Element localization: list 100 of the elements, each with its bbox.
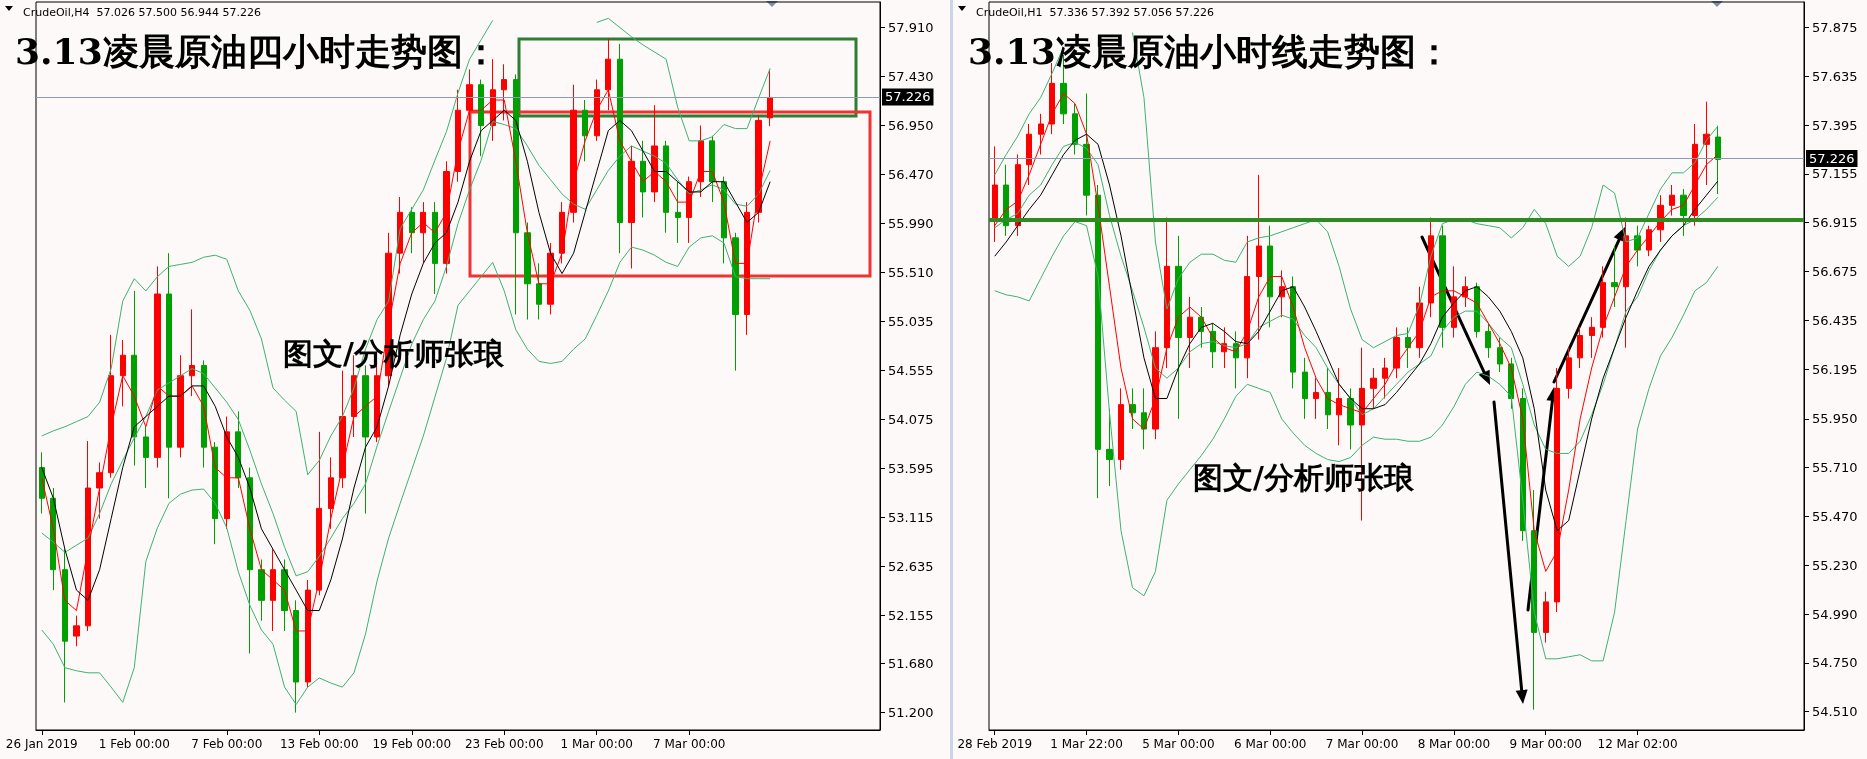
candlestick bbox=[640, 140, 646, 218]
y-tick-label: 56.915 bbox=[1812, 215, 1858, 231]
line-series bbox=[994, 221, 1719, 662]
ref-line-label: 57.226 bbox=[1809, 151, 1855, 167]
candlestick bbox=[709, 135, 715, 203]
candlestick bbox=[1072, 103, 1078, 156]
candlestick bbox=[478, 79, 484, 157]
candlestick bbox=[1325, 367, 1331, 430]
x-tick-label: 7 Mar 00:00 bbox=[652, 737, 726, 751]
y-tick-label: 53.595 bbox=[888, 460, 934, 476]
candlestick bbox=[675, 181, 681, 244]
candlestick bbox=[1038, 113, 1044, 156]
candlestick bbox=[663, 140, 669, 234]
x-tick-label: 9 Mar 00:00 bbox=[1509, 737, 1582, 751]
candlestick bbox=[73, 615, 80, 647]
y-tick-label: 57.430 bbox=[888, 69, 934, 85]
candlestick bbox=[1026, 123, 1032, 186]
x-tick-label: 23 Feb 00:00 bbox=[464, 737, 544, 751]
candlestick bbox=[1083, 93, 1090, 217]
candlestick bbox=[443, 160, 450, 275]
candlestick bbox=[582, 99, 588, 162]
candlestick bbox=[154, 265, 161, 469]
candlestick bbox=[1313, 377, 1319, 420]
candlestick bbox=[1302, 357, 1308, 420]
text: 3.13凌晨原油小时线走势图： bbox=[968, 30, 1452, 72]
y-tick-label: 55.990 bbox=[888, 216, 934, 232]
candlestick bbox=[189, 308, 195, 397]
candlestick bbox=[420, 201, 426, 264]
candlestick bbox=[1416, 286, 1423, 359]
y-tick-label: 57.635 bbox=[1812, 68, 1858, 84]
candlestick bbox=[293, 599, 299, 714]
x-tick-label: 5 Mar 00:00 bbox=[1142, 737, 1215, 751]
candlestick bbox=[1221, 326, 1227, 369]
y-tick-label: 55.035 bbox=[888, 313, 934, 329]
candlestick bbox=[108, 334, 114, 479]
y-tick-label: 54.555 bbox=[888, 362, 934, 378]
candlestick bbox=[1646, 225, 1652, 257]
y-tick-label: 57.155 bbox=[1812, 166, 1858, 182]
y-tick-label: 54.990 bbox=[1812, 606, 1858, 622]
chart-subtitle: CrudeOil,H4 57.026 57.500 56.944 57.226 bbox=[23, 6, 261, 19]
candlestick bbox=[617, 43, 623, 254]
candlestick bbox=[698, 125, 704, 198]
y-tick-label: 52.155 bbox=[888, 607, 934, 623]
x-tick-label: 8 Mar 00:00 bbox=[1417, 737, 1491, 751]
candlestick bbox=[651, 104, 658, 203]
candlestick bbox=[1703, 101, 1710, 186]
y-tick-label: 56.435 bbox=[1812, 312, 1858, 328]
x-tick-label: 28 Feb 2019 bbox=[957, 737, 1033, 751]
candlestick bbox=[1405, 326, 1411, 369]
candlestick bbox=[131, 290, 137, 467]
line-series bbox=[994, 133, 1719, 532]
x-tick-label: 12 Mar 02:00 bbox=[1597, 737, 1678, 751]
ref-line-label: 57.226 bbox=[885, 89, 931, 105]
y-tick-label: 57.910 bbox=[888, 20, 934, 36]
candlestick bbox=[1543, 591, 1549, 644]
candlestick bbox=[1095, 184, 1101, 499]
candlestick bbox=[258, 558, 265, 622]
y-tick-label: 52.635 bbox=[888, 558, 934, 574]
candlestick bbox=[755, 114, 762, 224]
y-tick-label: 53.115 bbox=[888, 509, 934, 525]
candlestick bbox=[1485, 322, 1491, 359]
y-tick-label: 56.950 bbox=[888, 118, 934, 134]
line-series bbox=[41, 235, 771, 705]
candlestick bbox=[96, 461, 103, 520]
candlestick bbox=[732, 232, 739, 372]
candlestick bbox=[120, 339, 126, 407]
candlestick bbox=[212, 441, 218, 545]
y-tick-label: 54.750 bbox=[1812, 655, 1858, 671]
candlestick bbox=[628, 145, 635, 269]
candlestick bbox=[1393, 326, 1400, 379]
candlestick bbox=[62, 548, 68, 703]
y-tick-label: 56.195 bbox=[1812, 361, 1858, 377]
candlestick bbox=[1244, 235, 1250, 379]
candlestick bbox=[1692, 123, 1698, 227]
candlestick bbox=[1129, 387, 1136, 430]
y-tick-label: 54.510 bbox=[1812, 704, 1858, 720]
y-tick-label: 56.675 bbox=[1812, 263, 1858, 279]
text: 3.13凌晨原油四小时走势图： bbox=[15, 30, 499, 72]
candlestick bbox=[1152, 330, 1159, 440]
candlestick bbox=[1589, 316, 1595, 359]
candlestick bbox=[1497, 337, 1503, 373]
candlestick bbox=[1611, 245, 1618, 308]
candlestick bbox=[409, 206, 415, 254]
y-tick-label: 57.875 bbox=[1812, 19, 1858, 35]
candlestick bbox=[1267, 225, 1273, 328]
x-tick-label: 1 Mar 22:00 bbox=[1050, 737, 1123, 751]
y-tick-label: 51.680 bbox=[888, 656, 934, 672]
x-tick-label: 1 Feb 00:00 bbox=[98, 737, 170, 751]
x-tick-label: 6 Mar 00:00 bbox=[1233, 737, 1307, 751]
candlestick bbox=[177, 354, 184, 458]
candlestick bbox=[1118, 387, 1124, 471]
candlestick bbox=[1715, 125, 1721, 195]
x-tick-label: 7 Mar 00:00 bbox=[1325, 737, 1399, 751]
candlestick bbox=[524, 222, 531, 321]
candlestick bbox=[744, 201, 750, 336]
candlestick bbox=[316, 431, 322, 596]
candlestick bbox=[432, 201, 438, 295]
candlestick bbox=[1175, 235, 1182, 420]
candlestick bbox=[1256, 174, 1262, 341]
candlestick bbox=[1669, 184, 1675, 217]
